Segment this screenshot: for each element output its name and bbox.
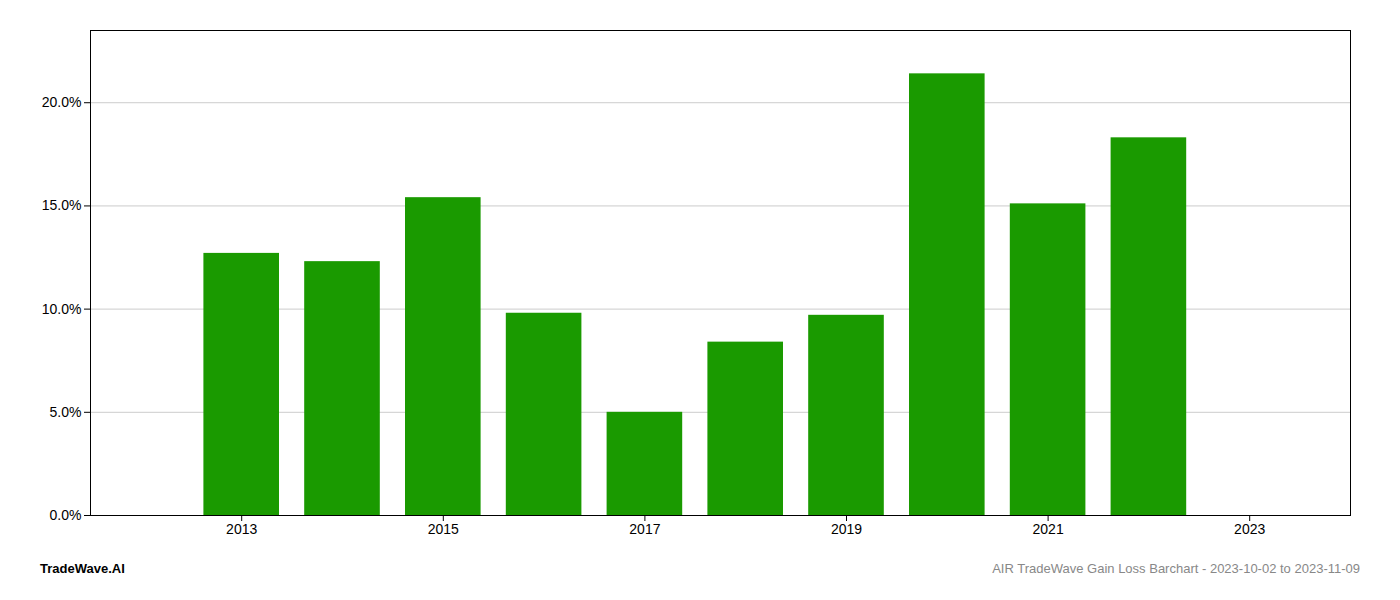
- html-text:TradeWave.AI: TradeWave.AI: [40, 561, 125, 576]
- svg-text:2015: 2015: [428, 521, 459, 537]
- svg-text:2023: 2023: [1234, 521, 1265, 537]
- svg-text:20.0%: 20.0%: [42, 94, 82, 110]
- svg-text:15.0%: 15.0%: [42, 197, 82, 213]
- html-text:AIR TradeWave Gain Loss Barcha: AIR TradeWave Gain Loss Barchart - 2023-…: [992, 561, 1360, 576]
- svg-text:5.0%: 5.0%: [50, 404, 82, 420]
- svg-text:10.0%: 10.0%: [42, 301, 82, 317]
- svg-text:2013: 2013: [226, 521, 257, 537]
- svg-text:0.0%: 0.0%: [50, 507, 82, 523]
- svg-text:2021: 2021: [1033, 521, 1064, 537]
- svg-text:2017: 2017: [629, 521, 660, 537]
- svg-text:2019: 2019: [831, 521, 862, 537]
